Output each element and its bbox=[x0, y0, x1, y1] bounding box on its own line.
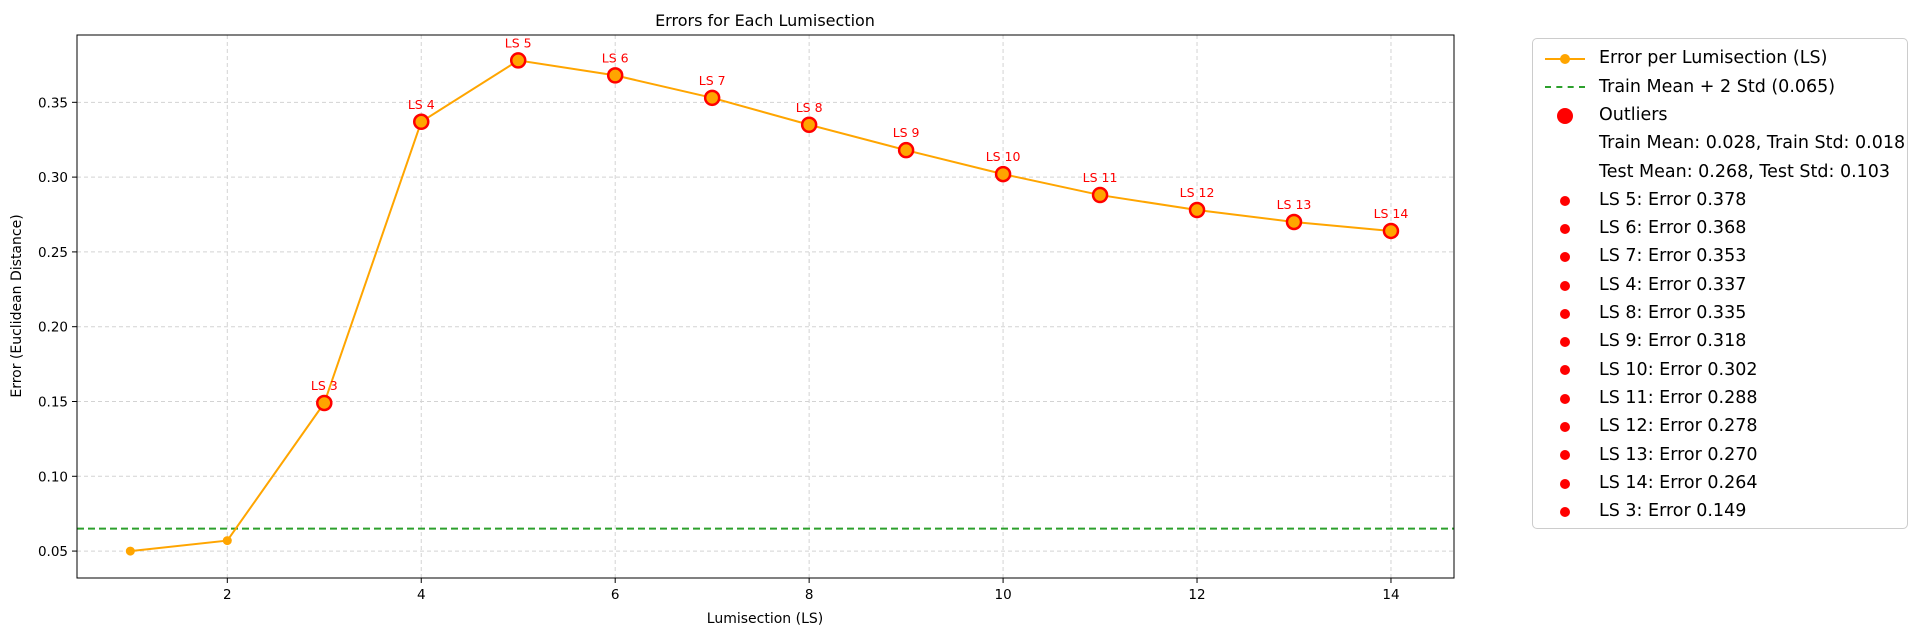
legend-entry-outlier: LS 7: Error 0.353 bbox=[1533, 243, 1907, 271]
x-tick-label: 8 bbox=[805, 587, 814, 603]
legend-entry-threshold: Train Mean + 2 Std (0.065) bbox=[1533, 73, 1907, 101]
series-point bbox=[222, 536, 232, 546]
x-tick-label: 4 bbox=[417, 587, 426, 603]
outlier-point bbox=[413, 113, 430, 131]
x-axis-label: Lumisection (LS) bbox=[707, 611, 823, 627]
grid-layer bbox=[77, 35, 1454, 578]
legend-entry-outlier: LS 8: Error 0.335 bbox=[1533, 300, 1907, 328]
legend-outlier-label: LS 9: Error 0.318 bbox=[1599, 331, 1747, 352]
chart-legend: Error per Lumisection (LS) Train Mean + … bbox=[1532, 38, 1908, 529]
outlier-layer: LS 3 LS 4 LS 5 LS 6 LS 7 LS 8 LS 9 LS 10 LS 11 LS… bbox=[311, 35, 1409, 412]
legend-outlier-label: LS 12: Error 0.278 bbox=[1599, 416, 1758, 437]
legend-outlier-label: LS 11: Error 0.288 bbox=[1599, 387, 1758, 408]
legend-entry-outlier: LS 10: Error 0.302 bbox=[1533, 356, 1907, 384]
outlier-label: LS 4 bbox=[408, 97, 435, 112]
legend-outlier-label: LS 6: Error 0.368 bbox=[1599, 218, 1747, 239]
outlier-point bbox=[509, 52, 527, 69]
legend-outlier-label: LS 4: Error 0.337 bbox=[1599, 274, 1747, 295]
legend-line-marker bbox=[1545, 49, 1585, 69]
outlier-point bbox=[1285, 213, 1303, 231]
outlier-label: LS 3 bbox=[311, 378, 338, 393]
outlier-point bbox=[703, 89, 721, 107]
outlier-point bbox=[1188, 201, 1206, 219]
legend-entry-outlier: LS 11: Error 0.288 bbox=[1533, 385, 1907, 413]
outlier-label: LS 5 bbox=[505, 35, 532, 50]
y-tick-label: 0.05 bbox=[38, 544, 68, 560]
outlier-label: LS 6 bbox=[602, 50, 629, 65]
outlier-point bbox=[316, 394, 333, 412]
legend-outlier-marker bbox=[1545, 106, 1585, 126]
y-tick-label: 0.15 bbox=[38, 394, 68, 410]
outlier-point bbox=[897, 141, 915, 159]
x-tick-label: 10 bbox=[994, 587, 1011, 603]
outlier-point bbox=[1382, 222, 1400, 240]
outlier-point bbox=[994, 165, 1012, 183]
legend-entry-series: Error per Lumisection (LS) bbox=[1533, 45, 1907, 73]
outlier-label: LS 7 bbox=[699, 73, 726, 88]
legend-outlier-label: LS 7: Error 0.353 bbox=[1599, 246, 1747, 267]
chart-title: Errors for Each Lumisection bbox=[655, 11, 875, 30]
legend-label-train-stats: Train Mean: 0.028, Train Std: 0.018 bbox=[1599, 133, 1906, 154]
legend-label-series: Error per Lumisection (LS) bbox=[1599, 48, 1828, 69]
legend-entry-train-stats: Train Mean: 0.028, Train Std: 0.018 bbox=[1533, 130, 1907, 158]
y-tick-label: 0.30 bbox=[38, 170, 68, 186]
legend-outlier-label: LS 3: Error 0.149 bbox=[1599, 501, 1747, 522]
series-point bbox=[125, 546, 135, 556]
legend-entry-test-stats: Test Mean: 0.268, Test Std: 0.103 bbox=[1533, 158, 1907, 186]
legend-entry-outlier: LS 13: Error 0.270 bbox=[1533, 441, 1907, 469]
plot-frame bbox=[76, 34, 1455, 579]
outlier-label: LS 11 bbox=[1083, 170, 1118, 185]
legend-dashed-line bbox=[1545, 77, 1585, 97]
x-tick-label: 2 bbox=[223, 587, 232, 603]
legend-entry-outlier: LS 4: Error 0.337 bbox=[1533, 271, 1907, 299]
x-tick-label: 12 bbox=[1188, 587, 1205, 603]
legend-entry-outlier: LS 5: Error 0.378 bbox=[1533, 186, 1907, 214]
legend-entry-outlier: LS 9: Error 0.318 bbox=[1533, 328, 1907, 356]
legend-outlier-label: LS 13: Error 0.270 bbox=[1599, 444, 1758, 465]
y-tick-label: 0.35 bbox=[38, 95, 68, 111]
legend-outlier-label: LS 10: Error 0.302 bbox=[1599, 359, 1758, 380]
outlier-point bbox=[1091, 186, 1109, 204]
outlier-point bbox=[606, 67, 624, 84]
y-tick-label: 0.25 bbox=[38, 245, 68, 261]
legend-entry-outlier: LS 14: Error 0.264 bbox=[1533, 469, 1907, 497]
outlier-label: LS 9 bbox=[893, 125, 920, 140]
legend-outlier-label: LS 5: Error 0.378 bbox=[1599, 189, 1747, 210]
x-tick-label: 14 bbox=[1382, 587, 1399, 603]
x-tick-label: 6 bbox=[611, 587, 620, 603]
legend-entry-outlier: LS 6: Error 0.368 bbox=[1533, 215, 1907, 243]
y-tick-label: 0.10 bbox=[38, 469, 68, 485]
legend-label-outliers: Outliers bbox=[1599, 104, 1668, 125]
legend-label-threshold: Train Mean + 2 Std (0.065) bbox=[1599, 76, 1836, 97]
outlier-label: LS 14 bbox=[1374, 206, 1409, 221]
series-line bbox=[130, 59, 1392, 553]
y-axis-label: Error (Euclidean Distance) bbox=[9, 214, 25, 397]
outlier-point bbox=[800, 116, 818, 134]
y-tick-label: 0.20 bbox=[38, 320, 68, 336]
legend-outlier-label: LS 8: Error 0.335 bbox=[1599, 303, 1747, 324]
axes-layer: 2 4 6 8 10 12 14 0.05 0.10 0.15 0.20 0.25 0.30 0.35 bbox=[38, 34, 1455, 603]
legend-entry-outlier: LS 3: Error 0.149 bbox=[1533, 498, 1907, 526]
series-layer bbox=[125, 55, 1396, 556]
outlier-label: LS 8 bbox=[796, 100, 823, 115]
outlier-label: LS 10 bbox=[986, 149, 1021, 164]
legend-entry-outlier: LS 12: Error 0.278 bbox=[1533, 413, 1907, 441]
legend-entry-outliers: Outliers bbox=[1533, 102, 1907, 130]
outlier-label: LS 12 bbox=[1180, 185, 1215, 200]
legend-outlier-label: LS 14: Error 0.264 bbox=[1599, 472, 1758, 493]
legend-label-test-stats: Test Mean: 0.268, Test Std: 0.103 bbox=[1599, 161, 1891, 182]
outlier-label: LS 13 bbox=[1277, 197, 1312, 212]
